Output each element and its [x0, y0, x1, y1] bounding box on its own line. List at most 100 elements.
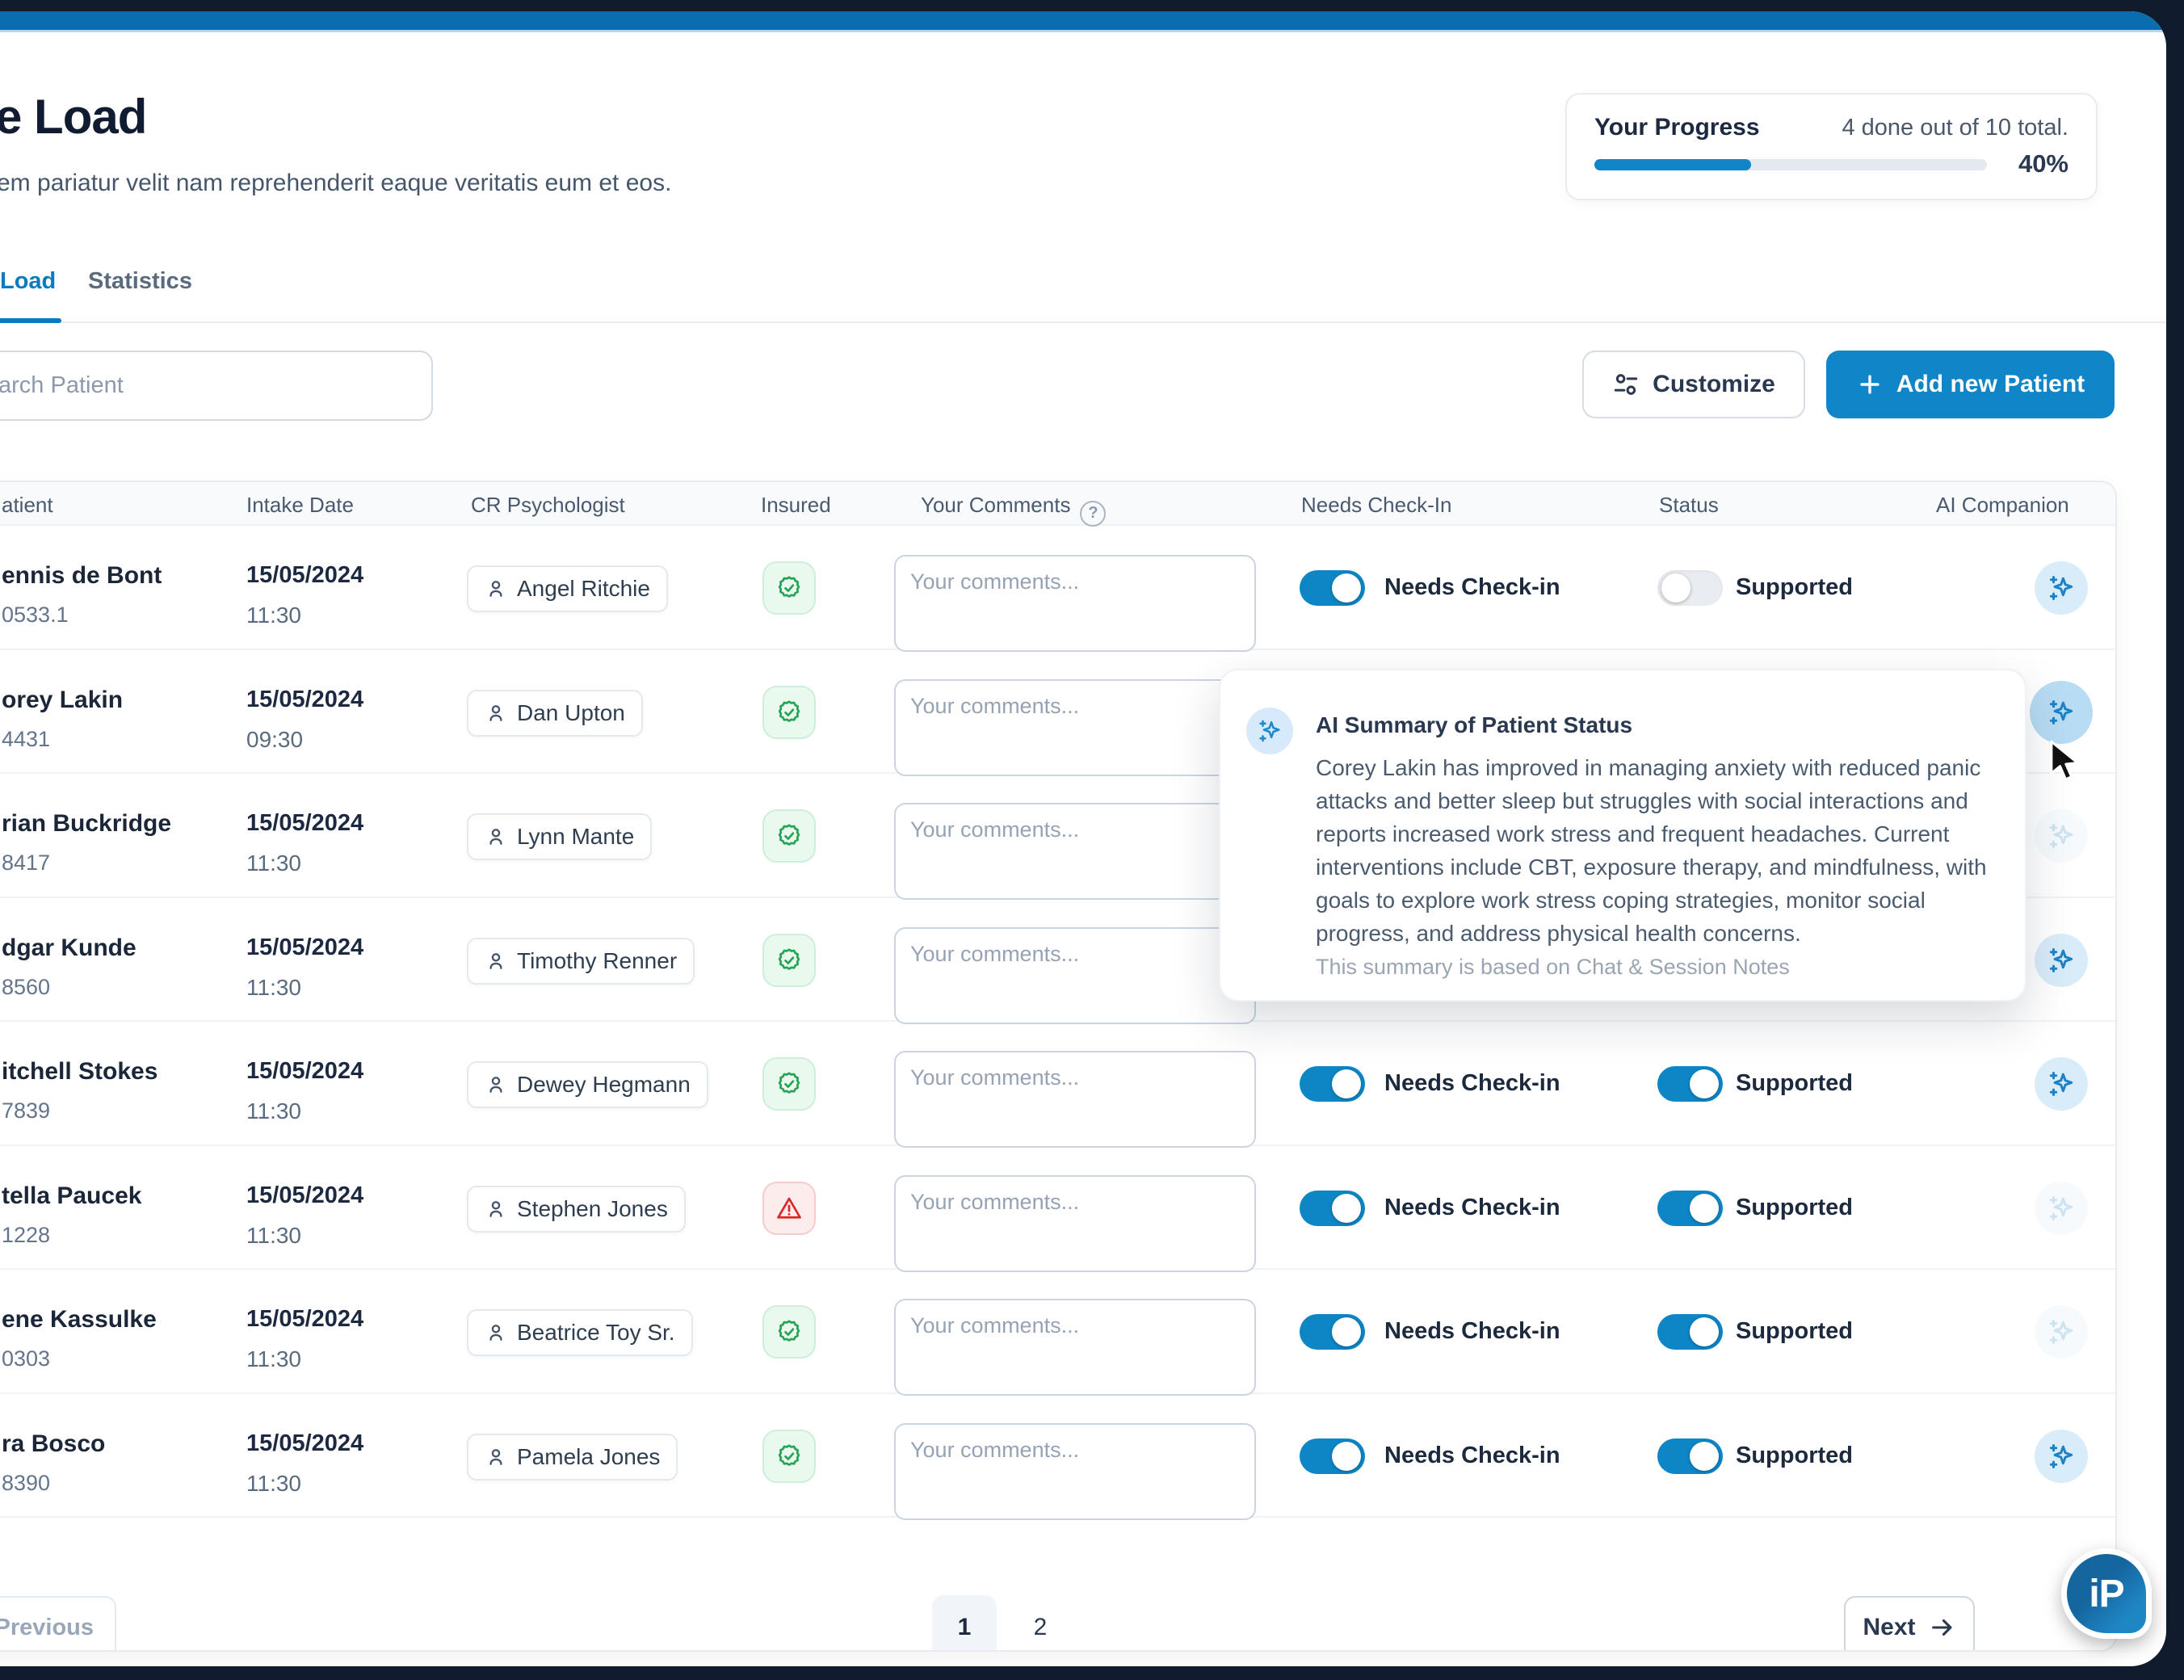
psychologist-name: Beatrice Toy Sr.	[517, 1320, 675, 1345]
psychologist-name: Timothy Renner	[517, 947, 678, 973]
needs-checkin-toggle[interactable]	[1300, 1066, 1365, 1102]
tab-case-load[interactable]: Load	[0, 268, 56, 295]
psychologist-chip[interactable]: Dewey Hegmann	[467, 1061, 708, 1108]
patient-name: orey Lakin	[2, 686, 124, 713]
tab-statistics[interactable]: Statistics	[88, 268, 192, 295]
user-icon	[489, 1077, 502, 1093]
comments-textarea[interactable]	[894, 555, 1256, 652]
intake-date: 15/05/2024	[246, 562, 364, 588]
psychologist-chip[interactable]: Dan Upton	[467, 689, 643, 737]
needs-checkin-toggle[interactable]	[1300, 570, 1365, 606]
help-circle-icon[interactable]: ?	[1080, 500, 1107, 527]
comments-textarea[interactable]	[894, 803, 1256, 900]
patient-id: 8390	[2, 1470, 51, 1495]
ai-companion-button[interactable]	[2035, 1057, 2088, 1111]
comments-textarea[interactable]	[894, 926, 1256, 1024]
col-header-needs-check-in: Needs Check-In	[1301, 493, 1452, 517]
page-subtitle: em pariatur velit nam reprehenderit eaqu…	[0, 170, 672, 196]
ai-companion-button[interactable]	[2035, 809, 2088, 863]
add-new-patient-button[interactable]: Add new Patient	[1826, 351, 2115, 418]
badge-check-icon	[778, 1320, 800, 1342]
comments-textarea[interactable]	[894, 1051, 1256, 1148]
badge-check-icon	[778, 824, 800, 846]
ai-companion-button[interactable]	[2035, 933, 2088, 987]
intake-time: 11:30	[246, 1098, 301, 1124]
patient-name: tella Paucek	[2, 1182, 142, 1209]
needs-checkin-toggle[interactable]	[1300, 1438, 1365, 1474]
search-patient-input[interactable]	[0, 351, 433, 421]
status-toggle[interactable]	[1657, 1190, 1723, 1226]
comments-textarea[interactable]	[894, 1174, 1256, 1272]
needs-checkin-label: Needs Check-in	[1384, 1318, 1560, 1344]
psychologist-name: Lynn Mante	[517, 824, 635, 849]
page-title: e Load	[0, 90, 147, 144]
intake-date: 15/05/2024	[246, 934, 364, 960]
comments-textarea[interactable]	[894, 678, 1256, 776]
ai-companion-button[interactable]	[2030, 680, 2093, 744]
needs-checkin-label: Needs Check-in	[1384, 1442, 1560, 1468]
ai-summary-footnote: This summary is based on Chat & Session …	[1316, 955, 1790, 979]
sparkles-icon	[2049, 947, 2073, 972]
tab-statistics-label: Statistics	[88, 268, 192, 294]
table-row: dgar Kunde 8560 15/05/2024 11:30 Timothy…	[0, 898, 2115, 1024]
patient-name: itchell Stokes	[2, 1058, 158, 1085]
status-toggle[interactable]	[1657, 1066, 1723, 1102]
psychologist-chip[interactable]: Beatrice Toy Sr.	[467, 1309, 693, 1356]
sparkles-icon	[2049, 576, 2073, 600]
comments-textarea[interactable]	[894, 1422, 1256, 1520]
patient-name: ra Bosco	[2, 1430, 106, 1457]
ai-summary-title: AI Summary of Patient Status	[1316, 712, 1633, 737]
psychologist-chip[interactable]: Stephen Jones	[467, 1185, 686, 1233]
ai-companion-button[interactable]	[2035, 1429, 2088, 1483]
status-label: Supported	[1736, 1318, 1853, 1344]
intake-time: 11:30	[246, 603, 301, 628]
ip-brand-logo[interactable]: iP	[2061, 1548, 2152, 1639]
badge-check-icon	[778, 1072, 800, 1094]
customize-button[interactable]: Customize	[1582, 351, 1805, 418]
needs-checkin-label: Needs Check-in	[1384, 574, 1560, 600]
badge-check-icon	[778, 1443, 800, 1466]
arrow-right-icon	[1929, 1614, 1956, 1641]
ai-companion-button[interactable]	[2035, 1181, 2088, 1235]
col-header-cr-psychologist: CR Psychologist	[471, 493, 625, 517]
psychologist-chip[interactable]: Timothy Renner	[467, 937, 695, 985]
toggle-knob	[1690, 1069, 1719, 1098]
app-screen: e Load em pariatur velit nam reprehender…	[0, 11, 2166, 1666]
user-icon	[489, 829, 502, 845]
badge-check-icon	[778, 699, 800, 722]
status-label: Supported	[1736, 574, 1853, 600]
ai-companion-button[interactable]	[2035, 561, 2088, 615]
status-toggle[interactable]	[1657, 1438, 1723, 1474]
page-1-button[interactable]: 1	[932, 1595, 997, 1650]
patient-id: 8417	[2, 850, 51, 875]
psychologist-chip[interactable]: Angel Ritchie	[467, 565, 668, 612]
status-toggle[interactable]	[1657, 570, 1723, 606]
progress-card: Your Progress 4 done out of 10 total. 40…	[1565, 93, 2098, 200]
table-row: tella Paucek 1228 15/05/2024 11:30 Steph…	[0, 1146, 2115, 1272]
insured-status-icon	[762, 1181, 816, 1235]
patients-table: atient Intake Date CR Psychologist Insur…	[0, 481, 2117, 1652]
page-2-button[interactable]: 2	[1033, 1614, 1048, 1640]
ai-summary-popup: AI Summary of Patient Status Corey Lakin…	[1219, 669, 2026, 1002]
status-toggle[interactable]	[1657, 1314, 1723, 1350]
needs-checkin-toggle[interactable]	[1300, 1190, 1365, 1226]
table-row: orey Lakin 4431 15/05/2024 09:30 Dan Upt…	[0, 650, 2115, 776]
intake-time: 11:30	[246, 974, 301, 1000]
ai-companion-button[interactable]	[2035, 1305, 2088, 1359]
insured-status-icon	[762, 933, 816, 987]
needs-checkin-toggle[interactable]	[1300, 1314, 1365, 1350]
sparkles-icon	[2049, 699, 2073, 724]
col-header-ai-companion: AI Companion	[1936, 493, 2069, 517]
insured-status-icon	[762, 1429, 816, 1483]
patient-name: rian Buckridge	[2, 810, 172, 837]
previous-page-button[interactable]: Previous	[0, 1596, 116, 1650]
col-header-insured: Insured	[761, 493, 831, 517]
badge-check-icon	[778, 947, 800, 970]
table-row: rian Buckridge 8417 15/05/2024 11:30 Lyn…	[0, 774, 2115, 900]
psychologist-name: Stephen Jones	[517, 1195, 668, 1221]
patient-id: 0533.1	[2, 603, 69, 627]
psychologist-chip[interactable]: Pamela Jones	[467, 1433, 678, 1480]
comments-textarea[interactable]	[894, 1299, 1256, 1396]
psychologist-chip[interactable]: Lynn Mante	[467, 813, 653, 860]
next-page-button[interactable]: Next	[1844, 1596, 1975, 1650]
